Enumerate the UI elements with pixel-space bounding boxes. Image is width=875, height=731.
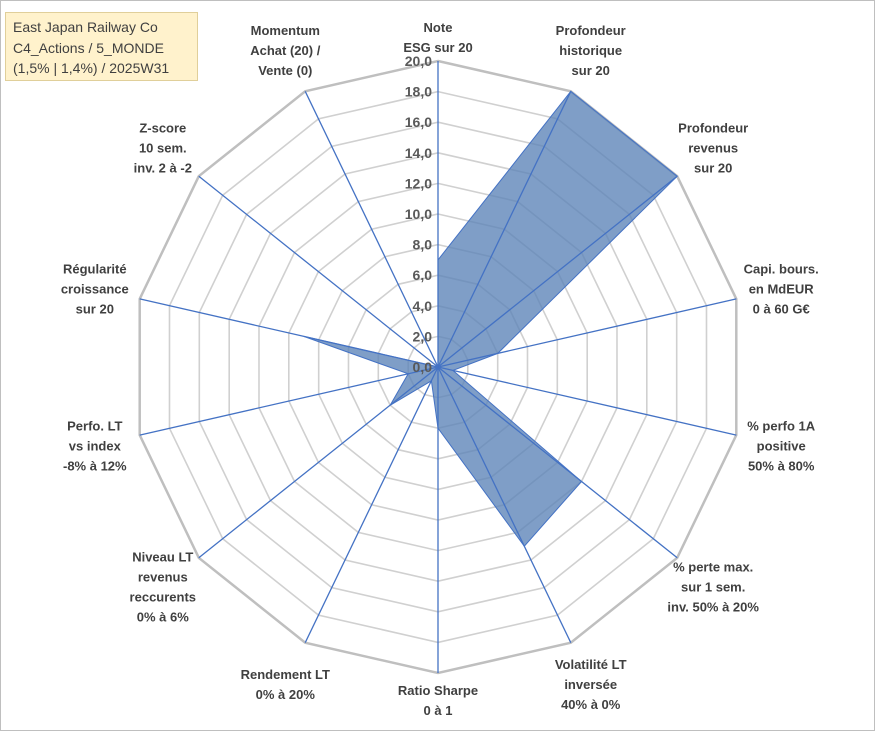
category-label-line: Volatilité LT [555, 657, 627, 672]
tick-label-5: 10,0 [405, 206, 432, 222]
category-label-6: % perte max. sur 1 sem. inv. 50% à 20% [667, 560, 759, 615]
category-label-line: reccurents [130, 590, 196, 605]
axis-spoke-6 [437, 366, 678, 559]
axis-spoke-14 [304, 91, 439, 368]
category-label-line: inv. 50% à 20% [667, 600, 759, 615]
category-label-line: Ratio Sharpe [398, 683, 478, 698]
category-label-line: 10 sem. [139, 141, 187, 156]
category-label-2: Profondeur historique sur 20 [556, 23, 626, 78]
category-label-line: % perte max. [673, 560, 753, 575]
tick-label-4: 8,0 [413, 237, 433, 253]
tick-label-10: 20,0 [405, 53, 432, 69]
series-area [303, 90, 678, 547]
category-label-line: revenus [138, 570, 188, 585]
axis-spoke-13 [198, 175, 439, 368]
category-label-5: % perfo 1A positive 50% à 80% [747, 418, 816, 473]
category-label-4: Capi. bours. en MdEUR 0 à 60 G€ [744, 262, 819, 317]
category-label-line: Vente (0) [258, 63, 312, 78]
category-label-line: Profondeur [678, 121, 748, 136]
axis-spoke-10 [198, 366, 439, 559]
category-label-line: Profondeur [556, 23, 626, 38]
axis-spoke-11 [139, 366, 439, 436]
category-label-3: Profondeur revenus sur 20 [678, 121, 748, 176]
category-label-1: Note ESG sur 20 [403, 20, 472, 55]
category-label-13: Z-score 10 sem. inv. 2 à -2 [134, 121, 192, 176]
category-label-line: Niveau LT [132, 550, 193, 565]
category-label-line: 40% à 0% [561, 697, 621, 712]
tick-label-7: 14,0 [405, 145, 432, 161]
category-label-line: revenus [688, 141, 738, 156]
category-label-line: 0% à 20% [256, 687, 316, 702]
category-label-14: Momentum Achat (20) / Vente (0) [250, 23, 320, 78]
tick-label-6: 12,0 [405, 175, 432, 191]
axis-spoke-7 [437, 366, 572, 643]
category-label-line: inv. 2 à -2 [134, 161, 192, 176]
category-label-line: % perfo 1A [747, 418, 816, 433]
axis-spoke-9 [304, 366, 439, 643]
category-label-line: 0 à 60 G€ [753, 302, 810, 317]
category-label-line: 0% à 6% [137, 610, 189, 625]
category-label-line: Note [424, 20, 453, 35]
tick-label-3: 6,0 [413, 267, 433, 283]
category-label-line: positive [757, 438, 806, 453]
tick-label-1: 2,0 [413, 328, 433, 344]
category-label-line: croissance [61, 282, 129, 297]
axis-spoke-5 [437, 366, 737, 436]
category-label-line: Rendement LT [241, 667, 330, 682]
category-label-line: Z-score [139, 121, 186, 136]
tick-label-2: 4,0 [413, 298, 433, 314]
category-label-10: Niveau LT revenus reccurents 0% à 6% [130, 550, 196, 625]
category-label-line: Perfo. LT [67, 418, 122, 433]
category-label-line: sur 20 [572, 63, 610, 78]
title-line-category: C4_Actions / 5_MONDE [13, 39, 164, 56]
tick-label-9: 18,0 [405, 84, 432, 100]
category-label-line: 50% à 80% [748, 458, 815, 473]
category-label-line: sur 20 [694, 161, 732, 176]
category-label-line: en MdEUR [749, 282, 815, 297]
category-label-line: inversée [564, 677, 617, 692]
category-label-line: Achat (20) / [250, 43, 320, 58]
category-label-line: vs index [69, 438, 122, 453]
category-label-9: Rendement LT 0% à 20% [241, 667, 330, 702]
category-label-line: sur 1 sem. [681, 580, 745, 595]
category-label-11: Perfo. LT vs index -8% à 12% [63, 418, 127, 473]
chart-title-box: East Japan Railway Co C4_Actions / 5_MON… [5, 12, 198, 81]
category-label-line: sur 20 [76, 302, 114, 317]
category-label-line: -8% à 12% [63, 458, 127, 473]
category-label-12: Régularité croissance sur 20 [61, 262, 129, 317]
tick-label-8: 16,0 [405, 114, 432, 130]
category-label-line: Momentum [251, 23, 320, 38]
title-line-period: (1,5% | 1,4%) / 2025W31 [13, 60, 170, 76]
title-line-company: East Japan Railway Co [13, 19, 158, 35]
axis-spoke-2 [437, 91, 572, 368]
category-label-line: 0 à 1 [424, 703, 453, 718]
category-label-line: historique [559, 43, 622, 58]
category-label-line: Régularité [63, 262, 127, 277]
category-label-line: ESG sur 20 [403, 40, 472, 55]
category-label-8: Ratio Sharpe 0 à 1 [398, 683, 478, 718]
axis-spoke-12 [139, 298, 439, 368]
category-label-line: Capi. bours. [744, 262, 819, 277]
axis-spoke-4 [437, 298, 737, 368]
axis-spoke-3 [437, 175, 678, 368]
category-label-7: Volatilité LT inversée 40% à 0% [555, 657, 627, 712]
tick-label-0: 0,0 [413, 359, 433, 375]
